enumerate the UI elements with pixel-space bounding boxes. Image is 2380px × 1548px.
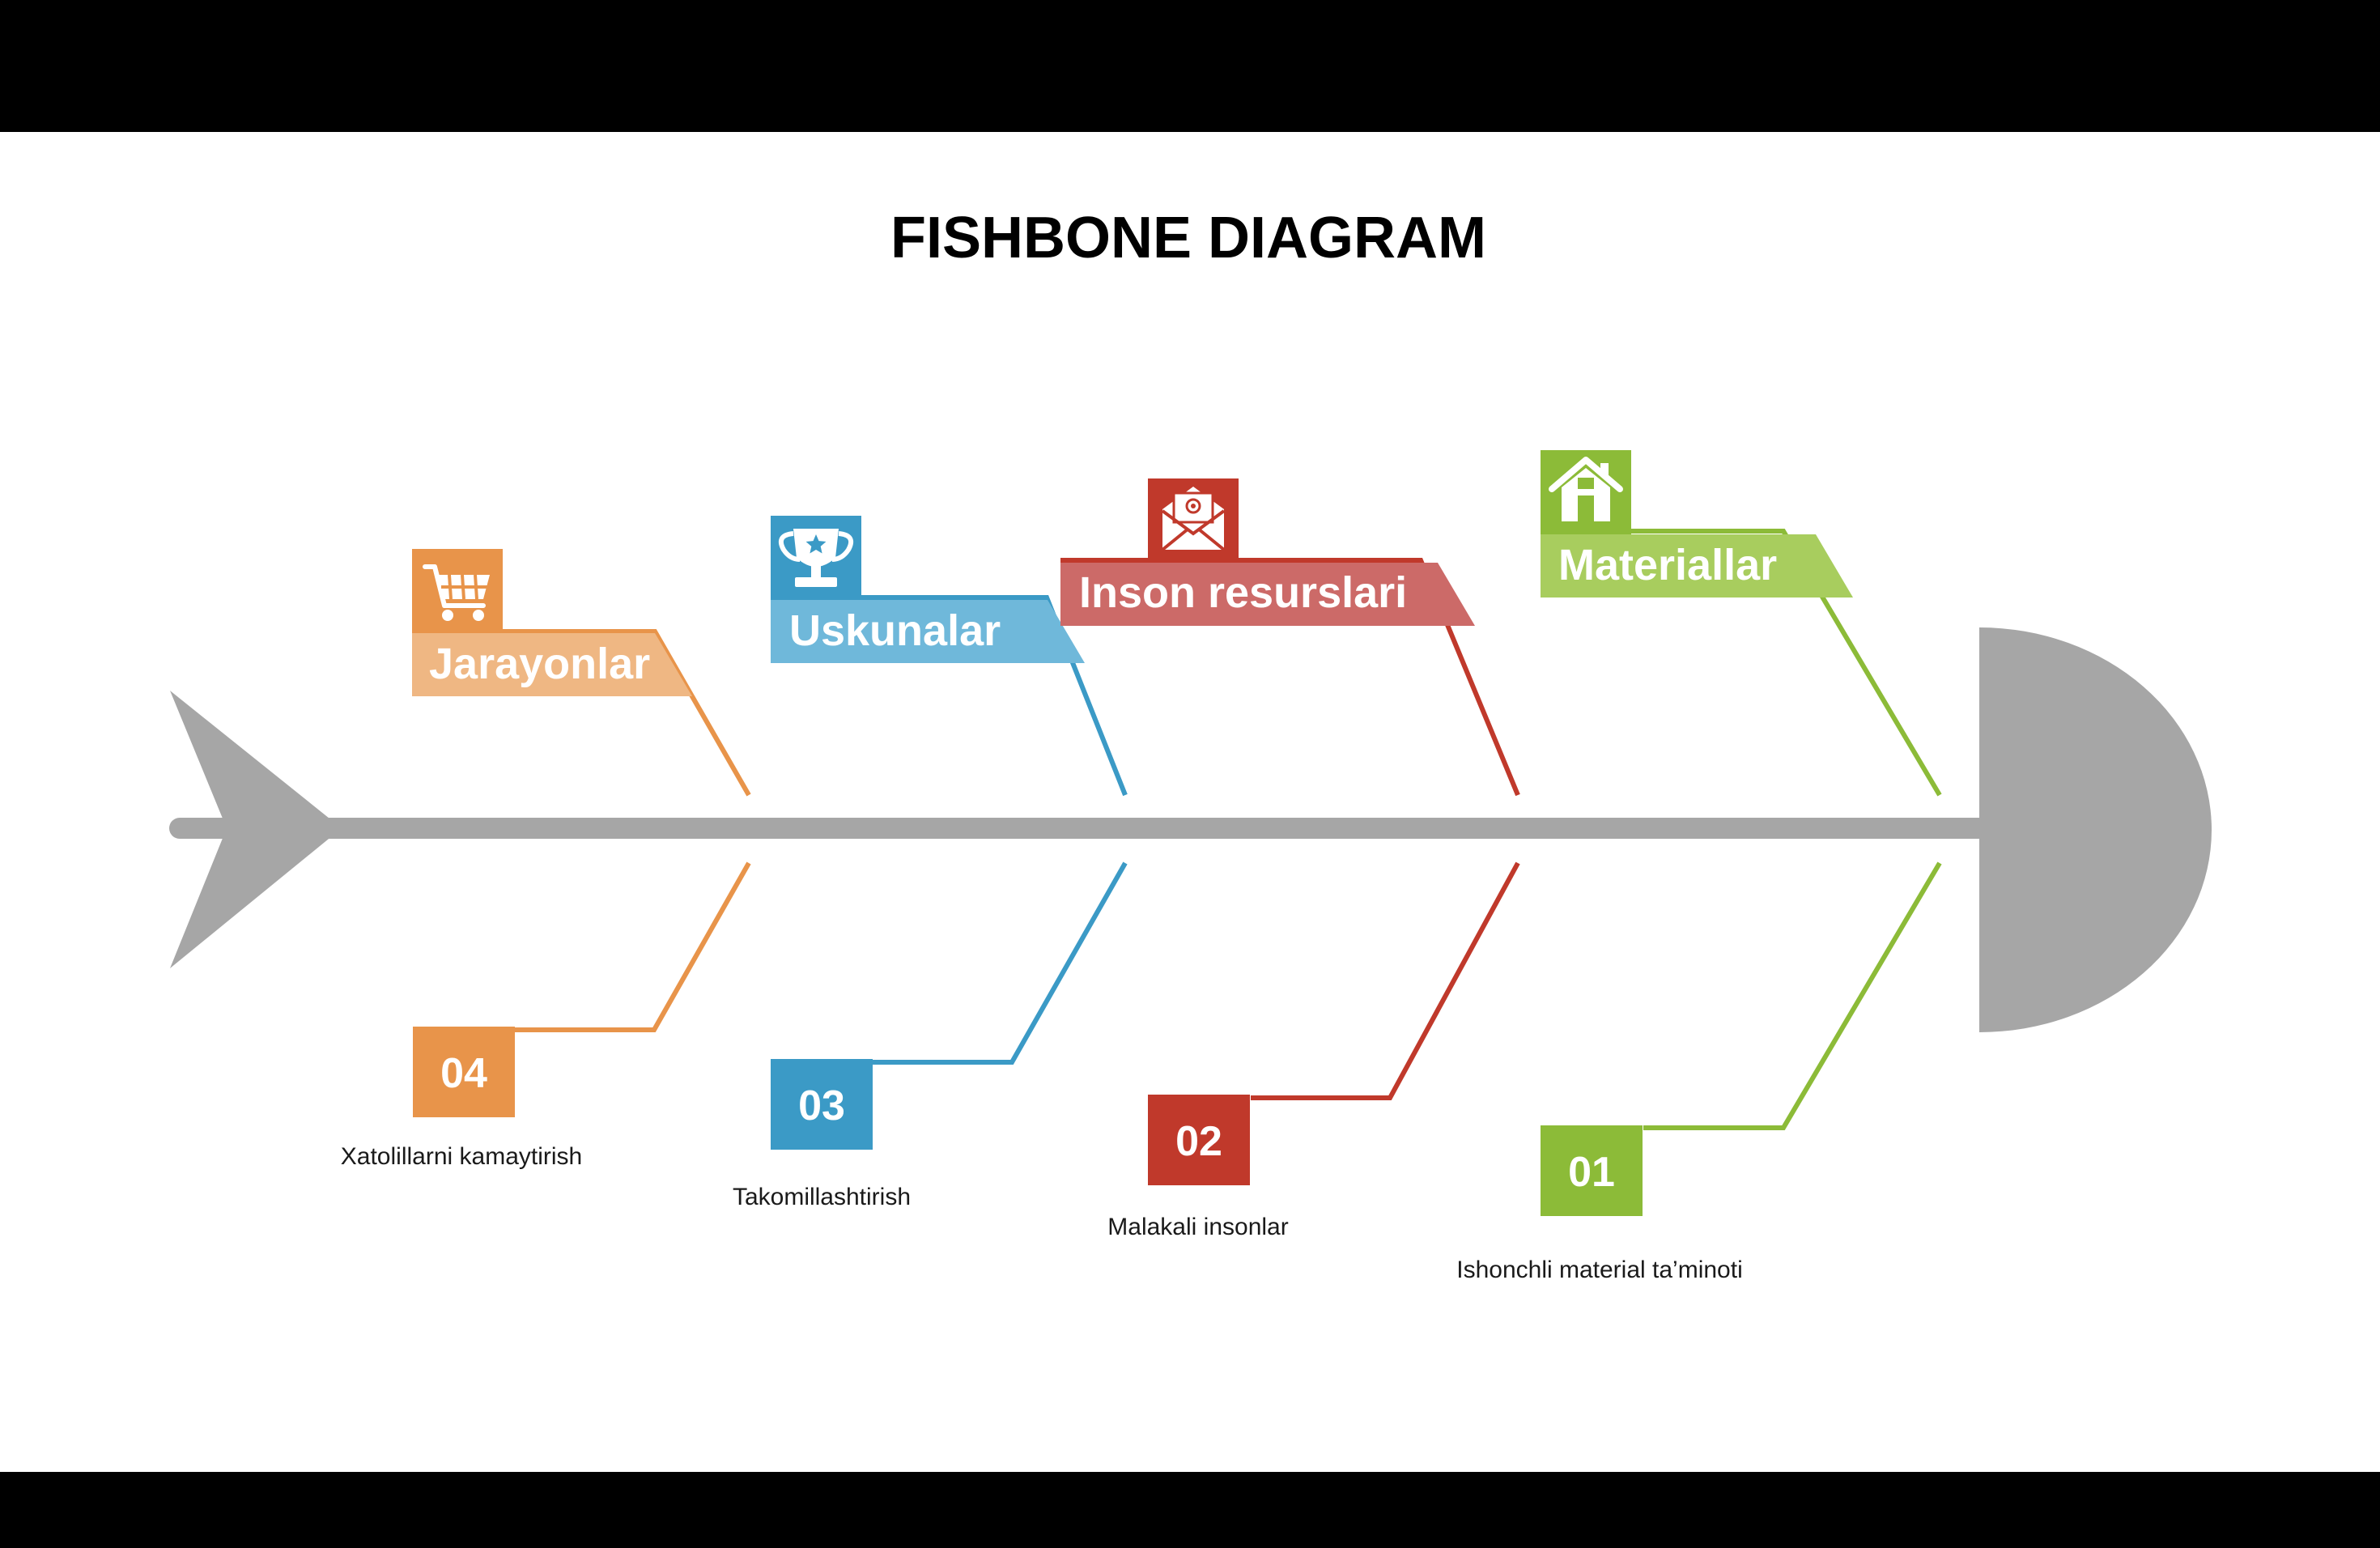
number-box (413, 1027, 515, 1117)
label-banner (1541, 534, 1853, 598)
bones-layer: Jarayonlar 04 Xatolillarni kamaytirish Usku… (341, 450, 1942, 1283)
category-caption: Xatolillarni kamaytirish (341, 1143, 582, 1170)
number-box (1148, 1095, 1250, 1185)
label-banner (412, 633, 692, 696)
category-label: Jarayonlar (429, 640, 650, 688)
category-number: 02 (1175, 1118, 1222, 1165)
category-label: Materiallar (1558, 541, 1777, 589)
lower-bone (873, 861, 1128, 1065)
upper-bone (771, 595, 1128, 797)
category-03: Uskunalar 03 Takomillashtirish (733, 516, 1128, 1210)
category-caption: Ishonchli material ta’minoti (1456, 1257, 1742, 1283)
lower-bone (1643, 861, 1942, 1130)
number-box (1541, 1125, 1643, 1216)
house-icon (1549, 457, 1623, 521)
category-02: Inson resurslari 02 Malakali insonlar (1060, 478, 1520, 1240)
category-04: Jarayonlar 04 Xatolillarni kamaytirish (341, 549, 751, 1170)
label-banner (771, 600, 1085, 663)
category-number: 04 (440, 1050, 487, 1097)
category-label: Inson resurslari (1079, 568, 1407, 617)
category-number: 01 (1568, 1149, 1615, 1196)
diagram-title: FISHBONE DIAGRAM (890, 206, 1486, 270)
fish-head (1979, 627, 2212, 1032)
mail-icon (1161, 487, 1226, 551)
lower-bone (1251, 861, 1520, 1100)
shopping-cart-icon (423, 564, 490, 621)
category-01: Materiallar 01 Ishonchli material ta’minot… (1456, 450, 1942, 1283)
label-banner (1060, 563, 1475, 626)
category-caption: Malakali insonlar (1107, 1214, 1288, 1240)
category-caption: Takomillashtirish (733, 1184, 911, 1210)
lower-bone (515, 861, 751, 1032)
number-box (771, 1059, 873, 1150)
trophy-icon (779, 529, 853, 587)
category-label: Uskunalar (789, 606, 1001, 655)
category-number: 03 (798, 1082, 845, 1129)
